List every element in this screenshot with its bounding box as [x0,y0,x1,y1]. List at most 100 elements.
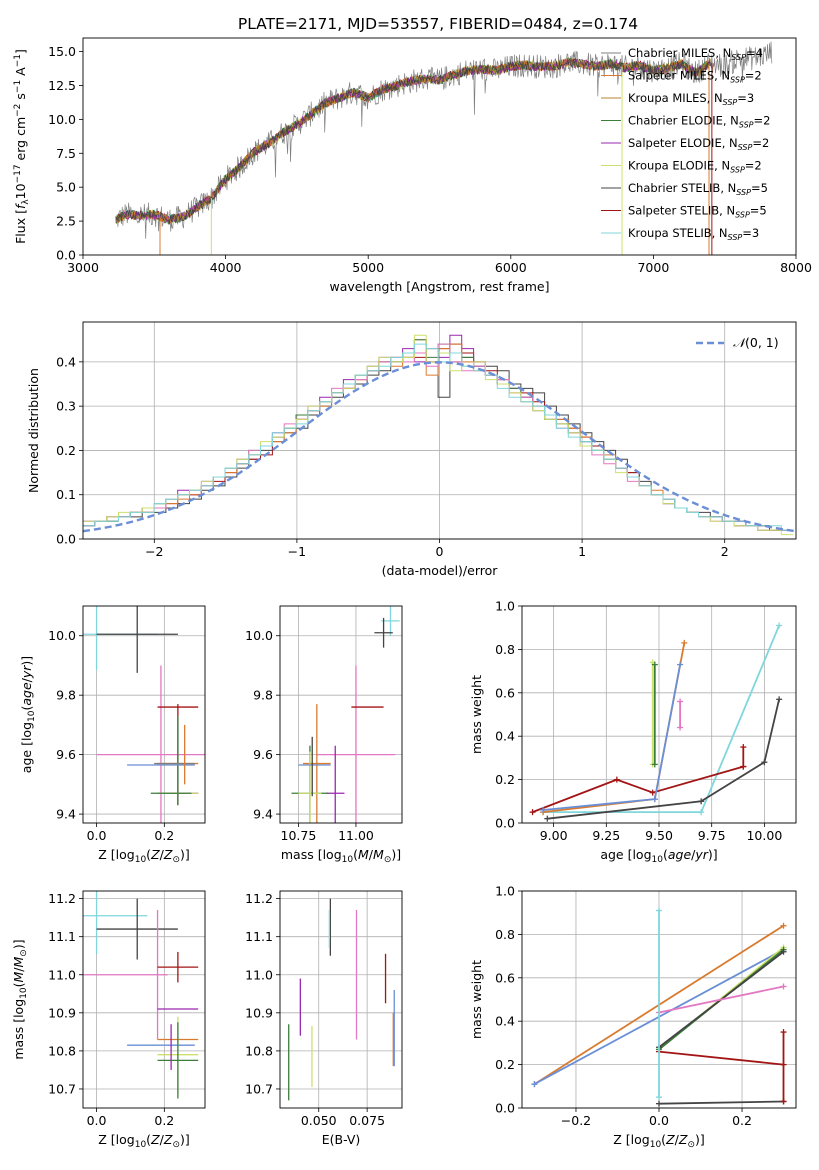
x-axis-label: age [log10(age/yr)] [600,847,717,865]
figure-title: PLATE=2171, MJD=53557, FIBERID=0484, z=0… [238,15,638,33]
plot-area [531,907,787,1107]
weight-line [658,1100,784,1105]
x-tick-label: −0.2 [561,1113,591,1128]
x-tick-label: 2 [721,544,729,559]
y-tick-label: 2.5 [56,214,76,229]
y-axis-label: Normed distribution [26,368,41,493]
x-tick-label: 6000 [495,260,527,275]
y-tick-label: 0.3 [56,399,76,414]
y-tick-label: 10.0 [48,628,76,643]
x-tick-label: 0.0 [649,1113,669,1128]
x-axis-label: Z [log10(Z/Z⊙)] [98,1132,190,1150]
y-tick-label: 11.2 [48,891,76,906]
x-tick-label: 9.25 [592,828,620,843]
axes-frame [279,605,403,824]
y-tick-label: 1.0 [495,599,515,614]
weight-line [658,985,784,1014]
x-axis-label: (data-model)/error [382,563,499,578]
x-tick-label: 11.00 [338,828,374,843]
y-tick-label: 0.8 [495,642,515,657]
axes-weight_vs_age: 9.00 9.25 9.50 9.75 10.00 0.0 0.2 0.4 0.6 0.8 1.0 a… [469,599,797,865]
histogram-step [83,343,794,531]
y-tick-label: 9.6 [56,747,76,762]
axes-frame [82,605,206,824]
histogram-step [83,352,794,531]
y-tick-label: 0.6 [495,685,515,700]
plot-area [115,41,773,255]
axes-spectrum: 3000 4000 5000 6000 7000 8000 0.0 2.5 5.0 7.5 10.0… [13,37,812,294]
y-tick-label: 11.1 [48,929,76,944]
axes-age_vs_z: 0.0 0.2 9.4 9.6 9.8 10.0 Z [log10(Z/Z⊙)] age [l… [19,605,206,865]
y-tick-label: 0.6 [495,970,515,985]
y-tick-label: 10.9 [48,1005,76,1020]
x-tick-label: 0.2 [154,828,174,843]
y-tick-label: 9.8 [253,688,273,703]
x-tick-label: 10.00 [746,828,782,843]
y-tick-label: 0.0 [495,1101,515,1116]
y-tick-label: 11.2 [245,891,273,906]
y-tick-label: 11.1 [245,929,273,944]
axes-age_vs_mass: 10.75 11.00 9.4 9.6 9.8 10.0 mass [log10(M/M⊙)… [245,605,403,865]
axes-frame [82,890,206,1109]
y-tick-label: 9.6 [253,747,273,762]
axes-mass_vs_z: 0.0 0.2 10.7 10.8 10.9 11.0 11.1 11.2 Z [log10(Z… [11,890,206,1150]
weight-line [543,664,681,811]
y-axis-label: age [log10(age/yr)] [19,656,37,773]
y-tick-label: 0.4 [56,354,76,369]
x-tick-label: 5000 [352,260,384,275]
x-tick-label: 9.00 [540,828,568,843]
plot-area [291,606,400,823]
x-tick-label: 0 [436,544,444,559]
y-tick-label: 10.8 [245,1043,273,1058]
legend-label: 𝒩(0, 1) [733,335,779,350]
x-tick-label: 0.075 [349,1113,385,1128]
weight-line [658,1050,784,1066]
y-tick-label: 1.0 [495,884,515,899]
x-axis-label: mass [log10(M/M⊙)] [281,847,401,865]
x-tick-label: 9.50 [645,828,673,843]
y-tick-label: 10.0 [245,628,273,643]
x-tick-label: 8000 [780,260,812,275]
y-tick-label: 10.0 [48,112,76,127]
legend-label: Salpeter STELIB, NSSP=5 [628,204,767,220]
x-tick-label: −2 [145,544,163,559]
legend-label: Chabrier MILES, NSSP=4 [628,46,763,62]
y-axis-label: mass weight [469,675,484,754]
x-tick-label: 10.75 [281,828,317,843]
legend-label: Chabrier STELIB, NSSP=5 [628,181,768,197]
x-tick-label: 0.0 [87,828,107,843]
y-tick-label: 12.5 [48,78,76,93]
axes-mass_vs_ebv: 0.050 0.075 10.7 10.8 10.9 11.0 11.1 11.2 E(B-V) [245,890,403,1147]
x-tick-label: 9.75 [698,828,726,843]
legend-label: Kroupa MILES, NSSP=3 [628,91,754,107]
weight-line [532,765,744,813]
legend-label: Chabrier ELODIE, NSSP=2 [628,114,770,130]
weight-line [543,625,780,813]
x-tick-label: 0.0 [87,1113,107,1128]
axes-weight_vs_z: −0.2 0.0 0.2 0.0 0.2 0.4 0.6 0.8 1.0 Z [log10(Z/Z… [469,884,797,1150]
axes-residuals: −2 −1 0 1 2 0.0 0.1 0.2 0.3 0.4 (data-model)/error… [26,321,797,578]
y-tick-label: 0.8 [495,927,515,942]
gaussian-curve [83,361,796,533]
y-tick-label: 0.2 [495,772,515,787]
y-axis-label: mass weight [469,960,484,1039]
y-tick-label: 5.0 [56,180,76,195]
weight-line [547,699,780,820]
axes-frame [279,890,403,1109]
y-tick-label: 11.0 [48,967,76,982]
axes-frame [82,321,797,540]
y-tick-label: 0.2 [56,443,76,458]
y-tick-label: 0.4 [495,1014,515,1029]
axes-frame [82,37,797,256]
y-tick-label: 15.0 [48,44,76,59]
x-tick-label: 0.2 [154,1113,174,1128]
x-axis-label: E(B-V) [322,1132,361,1147]
y-tick-label: 9.4 [56,807,76,822]
axes-frame [521,605,797,824]
axes-frame [521,890,797,1109]
plot-area [83,606,205,823]
x-tick-label: −1 [288,544,306,559]
y-tick-label: 0.0 [495,816,515,831]
y-tick-label: 7.5 [56,146,76,161]
